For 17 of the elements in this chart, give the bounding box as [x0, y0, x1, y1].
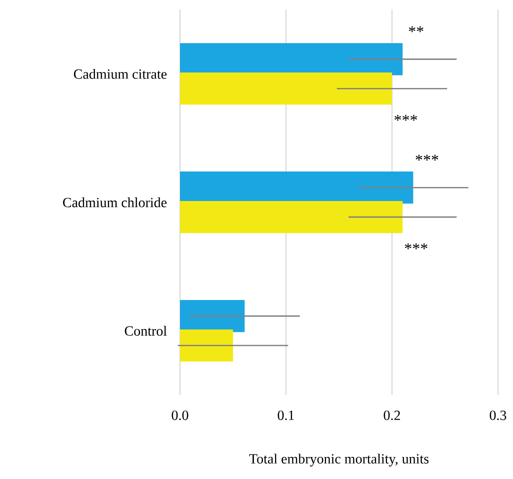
x-tick-label: 0.3: [490, 410, 506, 420]
x-tick-label: 0.1: [278, 410, 294, 420]
x-tick-label: 0.0: [172, 410, 188, 420]
bar: [180, 172, 414, 204]
annotation: ***: [416, 154, 438, 161]
bar: [180, 329, 234, 362]
bar: [180, 72, 392, 105]
y-tick-label: Control: [124, 326, 167, 336]
bar: [180, 201, 403, 234]
annotation: ***: [404, 243, 428, 250]
y-tick-label: Cadmium chloride: [63, 197, 167, 208]
x-axis-title: Total embryonic mortality, units: [249, 454, 429, 466]
x-tick-label: 0.2: [384, 410, 400, 420]
annotation: **: [408, 26, 424, 32]
bar: [180, 43, 403, 76]
annotation: ***: [394, 114, 418, 121]
y-tick-label: Cadmium citrate: [74, 68, 167, 79]
